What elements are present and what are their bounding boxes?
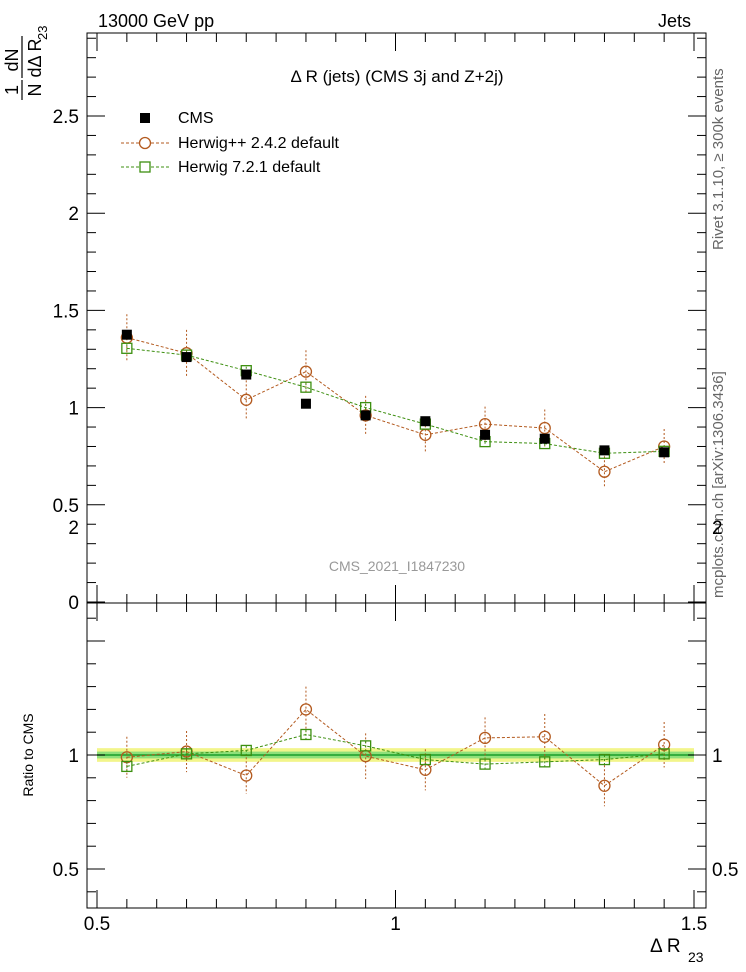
ratio-point-open-circle (478, 731, 492, 745)
ratio-series-line-0 (126, 708, 665, 787)
x-label-main: Δ R (650, 936, 681, 957)
ratio-y-axis-label: Ratio to CMS (20, 713, 36, 796)
legend-item-herwigpp: Herwig++ 2.4.2 default (121, 135, 340, 152)
ratio-y-tick-labels: 0.5 0.5 1 1 2 2 (53, 518, 739, 881)
main-point-filled-square (121, 329, 132, 340)
main-point-open-circle (359, 409, 372, 422)
ratio-point-open-square (419, 753, 432, 766)
y-label-one: 1 (2, 85, 22, 95)
ratio-y-tick-label-right: 1 (712, 746, 723, 767)
x-tick-label: 1 (390, 914, 401, 935)
main-point-filled-square (539, 433, 550, 444)
legend-item-cms: CMS (140, 110, 214, 127)
main-point-filled-square (659, 447, 670, 458)
energy-label: 13000 GeV pp (98, 11, 214, 31)
ratio-point-open-square (539, 756, 551, 768)
y-label-d-delta-r: dΔ R (25, 38, 45, 77)
legend-cms-marker (140, 113, 150, 123)
main-y-tick-label: 2 (68, 204, 79, 225)
ratio-y-tick-label: 1 (68, 746, 79, 767)
main-point-filled-square (480, 429, 491, 440)
main-y-tick-labels: 0 0.5 1 1.5 2 2.5 (53, 107, 79, 614)
main-y-tick-label: 1 (68, 399, 79, 420)
category-label: Jets (658, 11, 691, 31)
main-y-axis-label: 1 N dN dΔ R 23 (2, 26, 50, 100)
legend-herwig7-marker (139, 161, 151, 173)
main-y-tick-label: 2.5 (53, 107, 79, 128)
ratio-point-open-square (180, 748, 193, 760)
main-panel: 0 0.5 1 1.5 2 2.5 CMS_2021_I1847230 Δ R (jets… (2, 26, 707, 614)
main-point-open-square (300, 381, 312, 393)
legend-herwig7-label: Herwig 7.2.1 default (178, 159, 321, 176)
main-point-open-circle (598, 465, 611, 478)
y-label-dn: dN (2, 48, 22, 71)
x-tick-label: 1.5 (681, 914, 707, 935)
main-series-line-2 (126, 347, 665, 454)
ratio-series (120, 686, 671, 807)
x-tick-label: 0.5 (84, 914, 110, 935)
y-label-subscript: 23 (35, 26, 50, 40)
main-point-open-circle (240, 393, 253, 406)
legend: CMS Herwig++ 2.4.2 default Herwig 7.2.1 … (121, 110, 340, 176)
ratio-point-open-circle (240, 769, 253, 782)
ratio-y-tick-label: 0.5 (53, 860, 79, 881)
main-point-open-square (121, 342, 133, 354)
main-point-filled-square (241, 369, 252, 380)
ratio-point-open-square (479, 758, 491, 770)
ratio-y-tick-label: 2 (68, 518, 79, 539)
ratio-series-line-1 (126, 733, 665, 767)
main-point-filled-square (360, 410, 371, 421)
main-point-open-circle (478, 417, 492, 431)
main-point-filled-square (420, 416, 431, 427)
main-point-filled-square (300, 398, 311, 409)
ratio-y-tick-label-right: 2 (712, 518, 723, 539)
main-series-line-1 (126, 337, 665, 473)
plot-title: Δ R (jets) (CMS 3j and Z+2j) (290, 67, 503, 86)
ratio-point-open-square (598, 753, 611, 766)
x-axis-label: Δ R 23 (650, 936, 704, 965)
ratio-point-open-circle (598, 779, 611, 792)
source-label: mcplots.cern.ch [arXiv:1306.3436] (710, 371, 727, 598)
ratio-point-open-square (359, 740, 372, 752)
watermark: CMS_2021_I1847230 (329, 558, 465, 574)
ratio-y-tick-label-right: 0.5 (712, 860, 738, 881)
main-point-open-circle (299, 365, 313, 378)
legend-cms-label: CMS (178, 110, 214, 127)
main-axis-ticks (87, 33, 706, 603)
ratio-axis-ticks (87, 603, 706, 908)
ratio-point-open-circle (538, 730, 551, 743)
main-point-open-circle (538, 421, 551, 435)
main-y-tick-label: 0 (68, 593, 79, 614)
x-label-subscript: 23 (688, 949, 704, 965)
ratio-panel: 0.5 0.5 1 1 2 2 0.5 1 1.5 Ratio to CMS Δ R 23 (20, 518, 738, 965)
main-point-filled-square (181, 352, 192, 363)
ratio-point-open-square (300, 728, 312, 741)
main-point-filled-square (599, 445, 610, 456)
x-tick-labels: 0.5 1 1.5 (84, 914, 707, 935)
main-y-tick-label: 1.5 (53, 301, 79, 322)
main-series (120, 314, 671, 488)
ratio-point-open-square (240, 744, 252, 757)
ratio-point-open-circle (299, 703, 313, 716)
ratio-point-open-square (658, 748, 670, 760)
y-label-n: N (25, 84, 45, 97)
rivet-label: Rivet 3.1.10, ≥ 300k events (710, 68, 727, 250)
legend-herwigpp-marker (138, 136, 152, 150)
main-y-tick-label: 0.5 (53, 496, 79, 517)
legend-herwigpp-label: Herwig++ 2.4.2 default (178, 135, 340, 152)
legend-item-herwig7: Herwig 7.2.1 default (121, 159, 321, 176)
ratio-point-open-square (121, 760, 133, 773)
